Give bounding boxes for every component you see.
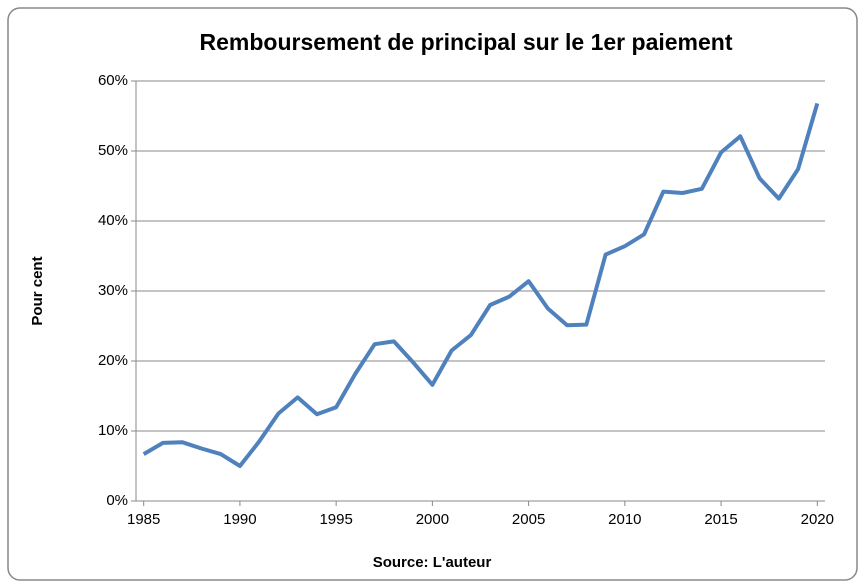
x-tick-label: 1990	[223, 511, 256, 528]
x-tick-label: 2005	[512, 511, 545, 528]
x-tick-label: 1995	[319, 511, 352, 528]
y-tick-label: 10%	[98, 422, 128, 439]
x-tick-label: 2015	[704, 511, 737, 528]
y-tick-label: 50%	[98, 142, 128, 159]
data-line	[142, 102, 820, 468]
x-axis-label: Source: L'auteur	[373, 554, 492, 571]
chart-title: Remboursement de principal sur le 1er pa…	[200, 29, 733, 55]
x-tick-label: 2010	[608, 511, 641, 528]
y-tick-label: 40%	[98, 212, 128, 229]
y-axis-label: Pour cent	[29, 256, 46, 325]
y-tick-label: 20%	[98, 352, 128, 369]
y-tick-label: 60%	[98, 72, 128, 89]
x-tick-label: 2000	[416, 511, 449, 528]
y-tick-label: 0%	[106, 492, 128, 509]
x-tick-label: 1985	[127, 511, 160, 528]
y-tick-label: 30%	[98, 282, 128, 299]
x-tick-label: 2020	[801, 511, 834, 528]
chart-frame	[7, 7, 858, 581]
